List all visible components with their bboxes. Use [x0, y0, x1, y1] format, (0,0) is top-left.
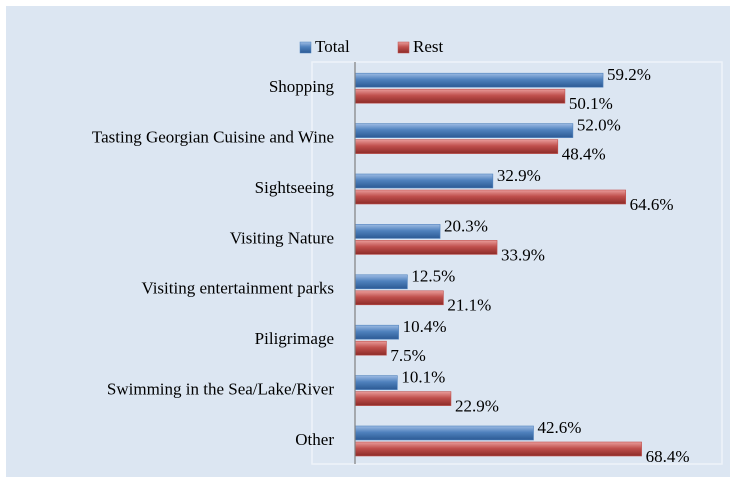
- data-label: 42.6%: [537, 418, 581, 437]
- bar: [354, 88, 566, 104]
- data-label: 48.4%: [562, 145, 606, 164]
- data-label: 64.6%: [630, 195, 674, 214]
- bar: [354, 290, 444, 306]
- category-label: Piligrimage: [255, 329, 334, 348]
- category-label: Swimming in the Sea/Lake/River: [107, 380, 334, 399]
- bar: [354, 240, 498, 255]
- data-label: 20.3%: [444, 216, 488, 235]
- data-label: 10.1%: [401, 368, 445, 387]
- category-label: Visiting entertainment parks: [141, 279, 334, 298]
- bar: [354, 173, 494, 189]
- data-label: 52.0%: [577, 116, 621, 135]
- category-label: Sightseeing: [255, 178, 335, 197]
- bar: [354, 72, 604, 88]
- data-label: 7.5%: [390, 346, 425, 365]
- bar: [354, 391, 452, 406]
- bar: [354, 189, 626, 205]
- category-label: Shopping: [269, 77, 335, 96]
- legend-label: Total: [315, 37, 350, 56]
- data-label: 68.4%: [646, 447, 690, 466]
- data-label: 21.1%: [447, 296, 491, 315]
- data-label: 22.9%: [455, 397, 499, 416]
- plot-frame: [311, 61, 723, 465]
- legend-swatch: [299, 41, 312, 54]
- bar: [354, 324, 399, 340]
- bar: [354, 274, 408, 290]
- data-label: 12.5%: [411, 267, 455, 286]
- data-label: 33.9%: [501, 245, 545, 264]
- bar: [354, 340, 387, 356]
- legend-swatch: [397, 41, 410, 54]
- bar: [354, 224, 441, 239]
- category-label: Other: [295, 430, 334, 449]
- legend-label: Rest: [413, 37, 444, 56]
- bar: [354, 375, 398, 390]
- category-label: Tasting Georgian Cuisine and Wine: [92, 128, 334, 147]
- category-label: Visiting Nature: [230, 228, 334, 247]
- bar: [354, 425, 534, 441]
- data-label: 50.1%: [569, 94, 613, 113]
- data-label: 32.9%: [497, 166, 541, 185]
- data-label: 10.4%: [403, 317, 447, 336]
- data-label: 59.2%: [607, 65, 651, 84]
- bar: [354, 123, 574, 138]
- bar: [354, 139, 559, 154]
- bar: [354, 441, 642, 457]
